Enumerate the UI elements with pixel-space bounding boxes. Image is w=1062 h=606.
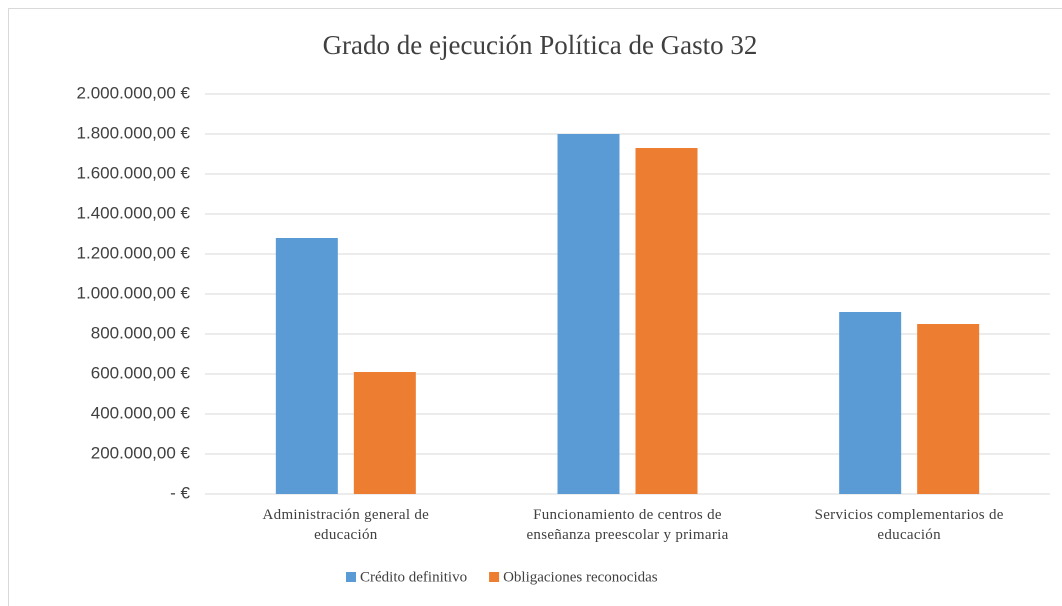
y-tick-label: - €	[170, 483, 190, 502]
y-tick-label: 1.200.000,00 €	[77, 243, 191, 262]
y-tick-label: 1.600.000,00 €	[77, 163, 191, 182]
y-tick-label: 2.000.000,00 €	[77, 83, 191, 102]
x-tick-label: Administración general de educación	[262, 507, 430, 543]
y-tick-label: 400.000,00 €	[91, 403, 191, 422]
legend-label: Obligaciones reconocidas	[503, 569, 658, 585]
bar	[635, 148, 698, 494]
chart-title: Grado de ejecución Política de Gasto 32	[323, 30, 758, 60]
bar	[917, 324, 980, 494]
bar	[275, 238, 338, 494]
y-tick-label: 600.000,00 €	[91, 363, 191, 382]
y-tick-label: 1.800.000,00 €	[77, 123, 191, 142]
bar	[839, 312, 902, 494]
legend-swatch	[346, 572, 356, 582]
x-tick-label: Servicios complementarios de educación	[814, 507, 1004, 543]
y-tick-label: 200.000,00 €	[91, 443, 191, 462]
bar	[557, 134, 620, 494]
chart-frame	[8, 8, 1062, 606]
y-tick-label: 1.400.000,00 €	[77, 203, 191, 222]
legend-swatch	[489, 572, 500, 582]
y-tick-label: 800.000,00 €	[91, 323, 191, 342]
bar	[353, 372, 416, 494]
y-tick-label: 1.000.000,00 €	[77, 283, 191, 302]
x-tick-label: Funcionamiento de centros de enseñanza p…	[526, 507, 729, 543]
legend-label: Crédito definitivo	[360, 569, 467, 585]
